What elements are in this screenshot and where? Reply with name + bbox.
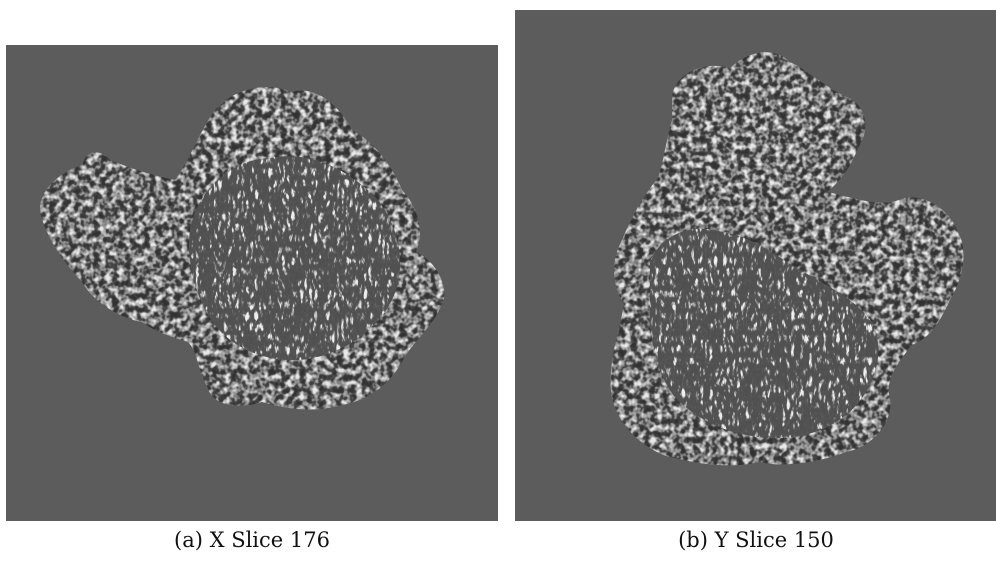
panel-b-caption: (b) Y Slice 150 — [678, 528, 834, 552]
panel-a-image — [6, 45, 498, 521]
panel-b-image — [515, 10, 996, 521]
panel-a-caption: (a) X Slice 176 — [174, 528, 330, 552]
panel-a-dense-core — [189, 156, 401, 361]
panel-b-density-slice — [515, 10, 996, 521]
panel-a-density-slice — [6, 45, 498, 521]
